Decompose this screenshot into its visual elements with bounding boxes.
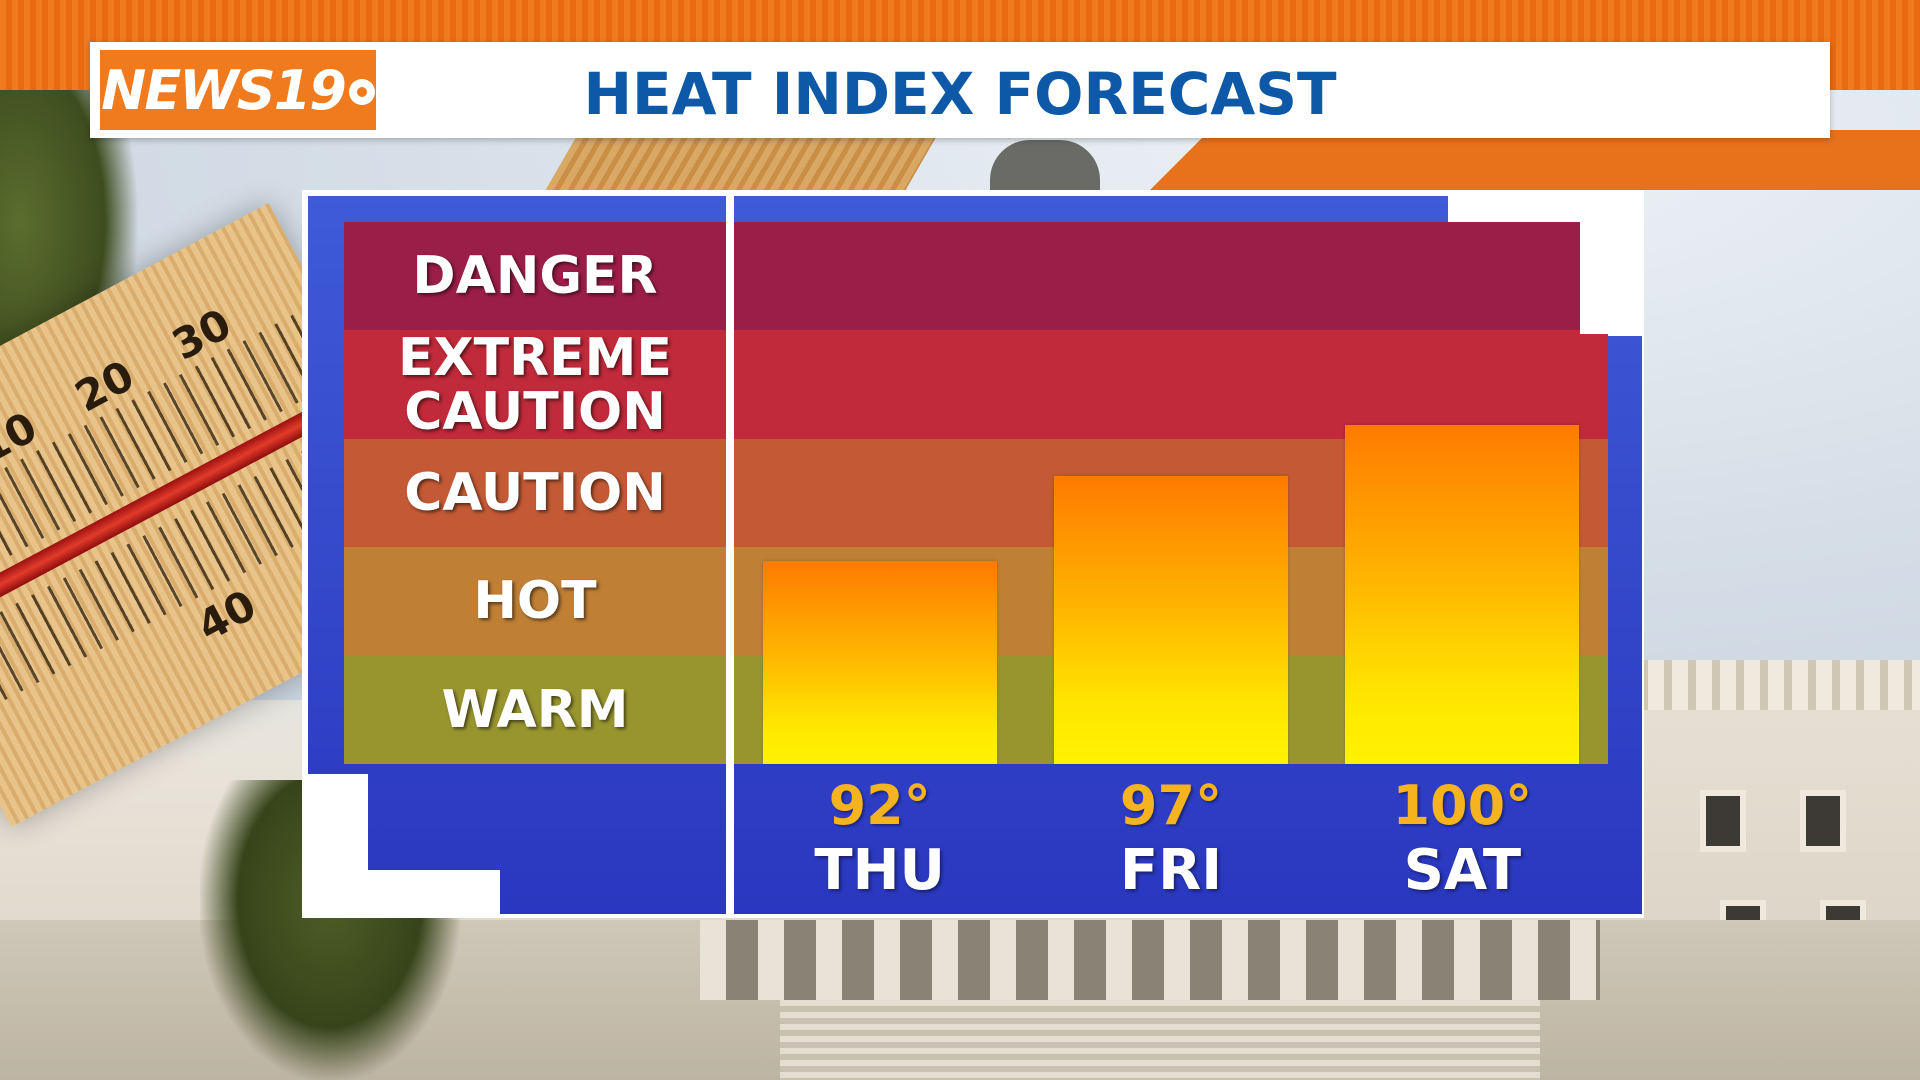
band-background xyxy=(344,330,726,439)
panel-corner-notch xyxy=(308,774,368,914)
band-label: WARM xyxy=(441,679,629,740)
panel-corner-notch xyxy=(368,870,500,914)
station-logo: NEWS19 xyxy=(100,50,376,130)
bar-fri xyxy=(1054,476,1288,764)
value-label: 100° xyxy=(1392,774,1533,837)
header-bar xyxy=(90,42,1830,138)
background-columns xyxy=(700,920,1600,1000)
cbs-eye-icon xyxy=(348,79,375,105)
plot-area xyxy=(734,222,1608,764)
day-label: SAT xyxy=(1403,838,1522,903)
day-label: THU xyxy=(814,838,945,903)
band-label: EXTREME CAUTION xyxy=(398,327,672,442)
band-background xyxy=(734,222,1608,331)
header-orange-wedge xyxy=(1150,130,1920,190)
panel-divider xyxy=(726,190,734,918)
logo-text: NEWS19 xyxy=(101,58,347,122)
page-title: HEAT INDEX FORECAST xyxy=(583,60,1337,128)
band-background xyxy=(344,438,726,548)
band-background xyxy=(344,655,726,764)
value-label: 92° xyxy=(828,774,931,837)
bar-thu xyxy=(762,560,997,764)
band-background xyxy=(734,330,1608,439)
bar-sat xyxy=(1345,425,1580,764)
background-window xyxy=(1700,790,1746,852)
value-label: 97° xyxy=(1119,774,1223,837)
band-label: CAUTION xyxy=(404,462,666,523)
background-window xyxy=(1800,790,1846,852)
band-label: DANGER xyxy=(412,246,658,307)
band-label: HOT xyxy=(473,571,597,632)
background-balustrade xyxy=(1640,660,1920,710)
band-labels: DANGER EXTREME CAUTION CAUTION HOT WARM xyxy=(344,222,726,764)
day-label: FRI xyxy=(1119,838,1223,903)
band-background xyxy=(344,547,726,656)
band-background xyxy=(344,222,726,331)
background-steps xyxy=(780,1000,1540,1080)
plot-corner-notch xyxy=(1580,222,1608,334)
